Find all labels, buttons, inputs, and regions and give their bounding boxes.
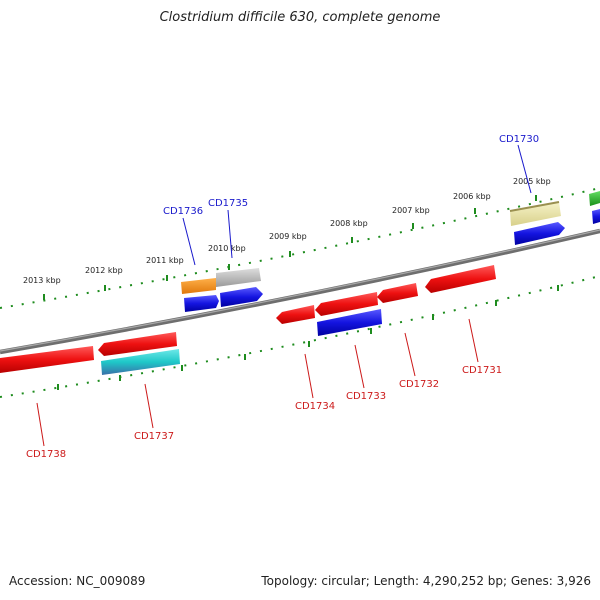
- ruler-label: 2013 kbp: [23, 276, 61, 285]
- gene-cyan-cd1737[interactable]: [101, 349, 180, 375]
- genome-title: Clostridium difficile 630, complete geno…: [159, 10, 441, 25]
- gene-label-cd1733[interactable]: CD1733: [346, 391, 386, 402]
- gene-red-cd1738[interactable]: [0, 346, 94, 373]
- gene-red-cd1734[interactable]: [276, 305, 315, 324]
- ruler-label: 2009 kbp: [269, 232, 307, 241]
- ruler-label: 2008 kbp: [330, 219, 368, 228]
- gene-blue-cd1730[interactable]: [514, 222, 565, 245]
- gene-label-cd1738[interactable]: CD1738: [26, 449, 66, 460]
- ruler-label: 2012 kbp: [85, 266, 123, 275]
- ruler-upper: [0, 187, 600, 309]
- gene-red-cd1732[interactable]: [377, 283, 418, 303]
- gene-blue-cd1736[interactable]: [184, 295, 219, 312]
- forward-genes: [181, 191, 600, 312]
- ruler-upper-major-ticks: [43, 195, 537, 300]
- gene-blue-cd1735[interactable]: [220, 287, 263, 307]
- reverse-genes: [0, 265, 496, 375]
- ruler-labels: 2013 kbp 2012 kbp 2011 kbp 2010 kbp 2009…: [23, 177, 551, 285]
- reverse-gene-labels: CD1738 CD1737 CD1734 CD1733 CD1732 CD173…: [26, 365, 502, 460]
- gene-label-cd1734[interactable]: CD1734: [295, 401, 335, 412]
- gene-label-cd1731[interactable]: CD1731: [462, 365, 502, 376]
- gene-orange[interactable]: [181, 278, 216, 294]
- gene-label-cd1736[interactable]: CD1736: [163, 206, 203, 217]
- gene-red-cd1733[interactable]: [315, 292, 378, 316]
- forward-label-lines: [182, 144, 532, 266]
- ruler-label: 2007 kbp: [392, 206, 430, 215]
- ruler-label: 2005 kbp: [513, 177, 551, 186]
- gene-green[interactable]: [589, 191, 600, 206]
- genome-summary-text: Topology: circular; Length: 4,290,252 bp…: [261, 574, 591, 588]
- ruler-lower-major-ticks: [57, 285, 559, 390]
- forward-gene-labels: CD1736 CD1735 CD1730: [163, 134, 539, 217]
- genome-backbone: [0, 228, 600, 355]
- genome-backbone-highlight: [0, 229, 600, 352]
- gene-label-cd1735[interactable]: CD1735: [208, 198, 248, 209]
- ruler-label: 2006 kbp: [453, 192, 491, 201]
- ruler-label: 2010 kbp: [208, 244, 246, 253]
- reverse-label-lines: [36, 318, 479, 447]
- gene-label-cd1730[interactable]: CD1730: [499, 134, 539, 145]
- gene-yellow-top-edge: [509, 201, 560, 212]
- gene-red-cd1731[interactable]: [425, 265, 496, 293]
- gene-label-cd1732[interactable]: CD1732: [399, 379, 439, 390]
- gene-blue-edge[interactable]: [592, 209, 600, 224]
- accession-text: Accession: NC_009089: [9, 574, 146, 588]
- gene-blue-cd1733[interactable]: [317, 309, 382, 336]
- gene-red-cd1737[interactable]: [98, 332, 177, 356]
- gene-gray[interactable]: [216, 268, 261, 287]
- ruler-label: 2011 kbp: [146, 256, 184, 265]
- gene-yellow[interactable]: [510, 202, 561, 226]
- gene-label-cd1737[interactable]: CD1737: [134, 431, 174, 442]
